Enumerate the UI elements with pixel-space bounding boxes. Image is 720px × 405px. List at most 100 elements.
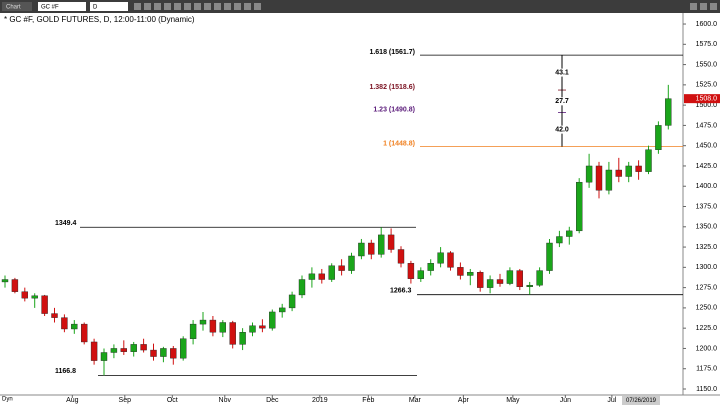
last-price-label: 1508.0: [696, 95, 718, 102]
level-label: 1266.3: [390, 288, 412, 295]
candle-body: [71, 323, 78, 330]
measure-label: 27.7: [555, 98, 569, 105]
cursor-date-box: [622, 396, 660, 405]
tool-icon[interactable]: [224, 3, 231, 10]
candle-body: [368, 242, 375, 255]
last-price-box: [684, 94, 720, 104]
candle-body: [378, 234, 385, 255]
tool-icon[interactable]: [134, 3, 141, 10]
y-tick-label: 1200.0: [696, 345, 718, 352]
candle-body: [110, 348, 118, 353]
candle-body: [31, 295, 38, 299]
candle-body: [496, 279, 504, 284]
candle-body: [160, 348, 167, 357]
candle-body: [457, 267, 464, 276]
cursor-date: 07/26/2019: [626, 398, 657, 404]
candle-body: [556, 236, 563, 244]
candle-body: [130, 344, 137, 352]
tool-icon[interactable]: [254, 3, 261, 10]
y-tick-label: 1550.0: [696, 61, 718, 68]
candle-body: [229, 322, 236, 345]
candle-body: [219, 322, 227, 333]
candle-body: [179, 338, 187, 359]
window-button[interactable]: [690, 3, 697, 10]
candle-body: [566, 230, 573, 237]
candle-body: [576, 181, 583, 232]
level-label: 1349.4: [55, 220, 77, 227]
candle-body: [259, 325, 266, 329]
candle-body: [90, 341, 98, 361]
y-tick-label: 1275.0: [696, 284, 718, 291]
fib-label: 1.618 (1561.7): [369, 49, 415, 56]
tool-icon[interactable]: [214, 3, 221, 10]
candle-body: [467, 272, 474, 276]
x-tick-label: Aug: [66, 397, 79, 404]
measure-label: 43.1: [555, 69, 569, 76]
y-tick-label: 1450.0: [696, 143, 718, 150]
y-tick-label: 1475.0: [696, 122, 718, 129]
y-tick-label: 1525.0: [696, 82, 718, 89]
candle-body: [41, 295, 48, 314]
candle-body: [150, 349, 157, 357]
chart-title: * GC #F, GOLD FUTURES, D, 12:00-11:00 (D…: [4, 15, 195, 24]
y-tick-label: 1425.0: [696, 163, 718, 170]
tool-icon[interactable]: [174, 3, 181, 10]
measure-label-bg: [552, 68, 572, 77]
tool-icon[interactable]: [204, 3, 211, 10]
x-tick-label: Apr: [458, 397, 470, 404]
tool-icon[interactable]: [234, 3, 241, 10]
x-tick-label: Jun: [560, 397, 571, 404]
tool-icon[interactable]: [244, 3, 251, 10]
candle-body: [358, 242, 365, 257]
window-button[interactable]: [710, 3, 717, 10]
candle-body: [170, 348, 177, 359]
candle-body: [477, 272, 484, 288]
candle-body: [625, 165, 632, 177]
y-tick-label: 1250.0: [696, 305, 718, 312]
app-button[interactable]: [2, 2, 32, 11]
footer-mode: Dyn: [2, 397, 13, 403]
toolbar-icons: [134, 3, 717, 10]
fib-label: 1 (1448.8): [383, 141, 415, 148]
x-tick-label: Oct: [167, 397, 178, 404]
fib-label: 1.382 (1518.6): [369, 84, 415, 91]
y-tick-label: 1350.0: [696, 224, 718, 231]
y-tick-label: 1375.0: [696, 203, 718, 210]
y-tick-label: 1300.0: [696, 264, 718, 271]
candle-body: [199, 319, 207, 325]
x-tick-label: May: [506, 397, 520, 404]
tool-icon[interactable]: [184, 3, 191, 10]
candle-body: [546, 242, 553, 271]
tool-icon[interactable]: [154, 3, 161, 10]
candle-body: [308, 273, 316, 280]
x-tick-label: Dec: [266, 397, 279, 404]
y-tick-label: 1150.0: [696, 386, 717, 393]
symbol-input[interactable]: [38, 2, 86, 11]
candle-body: [140, 344, 147, 351]
candle-body: [516, 270, 523, 288]
candle-body: [585, 165, 593, 183]
interval-input[interactable]: [90, 2, 128, 11]
candle-body: [506, 270, 514, 284]
symbol-text: GC #F: [41, 5, 59, 11]
window-button[interactable]: [700, 3, 707, 10]
candle-body: [348, 255, 355, 271]
tool-icon[interactable]: [144, 3, 151, 10]
tool-icon[interactable]: [164, 3, 171, 10]
candle-body: [536, 270, 543, 286]
tool-icon[interactable]: [194, 3, 201, 10]
measure-label: 42.0: [555, 126, 569, 133]
candle-body: [328, 265, 335, 280]
y-tick-label: 1225.0: [696, 325, 718, 332]
fib-label: 1.23 (1490.8): [373, 106, 415, 113]
candle-body: [279, 307, 286, 313]
candle-body: [605, 169, 613, 191]
x-tick-label: Jul: [607, 397, 616, 404]
candle-body: [397, 249, 405, 264]
x-tick-label: Feb: [362, 397, 374, 404]
measure-label-bg: [552, 97, 572, 106]
x-tick-label: Mar: [409, 397, 422, 404]
candle-body: [407, 263, 415, 279]
interval-text: D: [93, 5, 98, 11]
